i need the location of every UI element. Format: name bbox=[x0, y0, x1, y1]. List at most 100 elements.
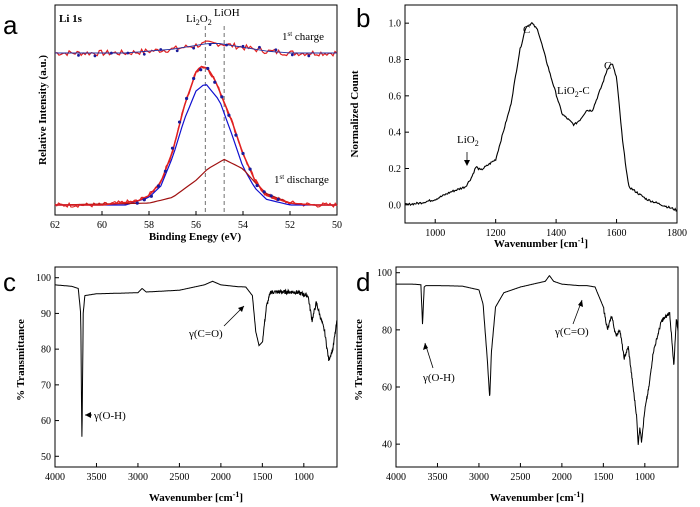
charge-data-point bbox=[110, 51, 113, 55]
panel-a-xtick-label: 62 bbox=[50, 220, 60, 231]
panel-d-co-label: γ(C=O) bbox=[554, 326, 589, 338]
panel-b-ytick-label: 0.2 bbox=[389, 164, 402, 175]
panel-c-ytick-label: 100 bbox=[36, 273, 51, 284]
lio2-label: LiO2 bbox=[457, 134, 479, 148]
panel-c-xtick-label: 1000 bbox=[294, 472, 314, 483]
panel-d-ytick-label: 100 bbox=[377, 268, 392, 279]
panel-d-xtick-label: 2000 bbox=[552, 472, 572, 483]
raman-line bbox=[404, 21, 678, 213]
discharge-data-point bbox=[227, 113, 231, 117]
panel-d-xtick-label: 3500 bbox=[427, 472, 447, 483]
peak-c-label-2: C bbox=[604, 60, 611, 72]
panel-a-xtick-label: 58 bbox=[144, 220, 154, 231]
charge-data-line bbox=[54, 40, 338, 57]
panel-b: C C LiO2-C LiO2 Wavenumber [cm-1] Normal… bbox=[349, 4, 678, 250]
panel-b-xtick-label: 1400 bbox=[546, 228, 566, 239]
discharge-data-line bbox=[54, 65, 338, 208]
discharge-data-point bbox=[269, 194, 273, 198]
discharge-data-point bbox=[142, 198, 146, 202]
panel-c-xlabel: Wavenumber [cm-1] bbox=[149, 490, 243, 504]
discharge-data-point bbox=[255, 183, 259, 188]
panel-b-xtick-label: 1200 bbox=[486, 228, 506, 239]
charge-data-point bbox=[241, 44, 245, 48]
discharge-label: 1st discharge bbox=[274, 173, 329, 186]
charge-data-point bbox=[159, 48, 163, 51]
panel-d-frame bbox=[395, 266, 679, 468]
panel-b-ytick-label: 1.0 bbox=[389, 19, 402, 30]
panel-a-xtick-label: 60 bbox=[97, 220, 107, 231]
charge-data-point bbox=[142, 52, 146, 56]
panel-a-xtick-label: 56 bbox=[191, 220, 201, 231]
panel-letter-c: c bbox=[3, 267, 16, 297]
discharge-data-point bbox=[248, 167, 252, 171]
panel-a-xlabel: Binding Enegy (eV) bbox=[149, 231, 242, 243]
panel-d-co-arrowhead bbox=[578, 300, 583, 307]
panel-c-xtick-label: 1500 bbox=[252, 472, 272, 483]
panel-d-xlabel: Wavenumber [cm-1] bbox=[490, 490, 584, 504]
panel-letter-d: d bbox=[356, 267, 370, 297]
charge-data-point bbox=[208, 43, 212, 47]
panel-c-co-label: γ(C=O) bbox=[188, 328, 223, 340]
lio2c-label: LiO2-C bbox=[557, 85, 590, 99]
panel-b-xlabel: Wavenumber [cm-1] bbox=[494, 236, 588, 250]
panel-d-ytick-label: 40 bbox=[382, 440, 392, 451]
panel-c-ytick-label: 90 bbox=[41, 309, 51, 320]
panel-d-oh-arrowhead bbox=[423, 343, 428, 350]
panel-letter-b: b bbox=[356, 3, 370, 33]
panel-c: γ(C=O) γ(O-H) Wavenumber [cm-1] % Transm… bbox=[15, 266, 338, 504]
discharge-data-point bbox=[149, 194, 153, 198]
panel-c-ytick-label: 50 bbox=[41, 452, 51, 463]
panel-d-ytick-label: 80 bbox=[382, 325, 392, 336]
panel-a-xtick-label: 52 bbox=[285, 220, 295, 231]
discharge-data-point bbox=[177, 120, 182, 124]
panel-a-tag: Li 1s bbox=[59, 13, 83, 25]
lio2-arrowhead bbox=[464, 160, 470, 166]
discharge-data-point bbox=[262, 190, 266, 194]
charge-data-point bbox=[93, 54, 97, 58]
panel-a-xtick-label: 50 bbox=[332, 220, 342, 231]
panel-a-xtick-label: 54 bbox=[238, 220, 248, 231]
charge-fit-line bbox=[55, 43, 337, 54]
discharge-data-point bbox=[185, 96, 189, 101]
panel-d-xtick-label: 3000 bbox=[469, 472, 489, 483]
discharge-data-point bbox=[234, 133, 238, 137]
panel-d-xtick-label: 1000 bbox=[635, 472, 655, 483]
charge-data-point bbox=[274, 48, 278, 52]
panel-c-xtick-label: 4000 bbox=[45, 472, 65, 483]
discharge-data-point bbox=[199, 68, 203, 72]
charge-data-point bbox=[77, 53, 80, 57]
panel-b-ytick-label: 0.6 bbox=[389, 91, 402, 102]
panel-b-xtick-label: 1600 bbox=[607, 228, 627, 239]
panel-b-ytick-label: 0.0 bbox=[389, 200, 402, 211]
li2o2-label: Li2O2 bbox=[186, 13, 212, 27]
charge-data-point bbox=[126, 51, 130, 55]
panel-b-ytick-label: 0.8 bbox=[389, 55, 402, 66]
panel-c-ytick-label: 60 bbox=[41, 416, 51, 427]
panel-d-ytick-label: 60 bbox=[382, 383, 392, 394]
panel-b-ylabel: Normalized Count bbox=[349, 70, 361, 157]
panel-a: Li 1s Li2O2 LiOH 1st charge 1st discharg… bbox=[37, 4, 338, 243]
panel-c-oh-label: γ(O-H) bbox=[93, 410, 126, 422]
discharge-data-point bbox=[192, 76, 196, 81]
discharge-data-point bbox=[170, 146, 175, 150]
panel-c-ytick-label: 70 bbox=[41, 380, 51, 391]
li2o2-component-line bbox=[55, 84, 337, 206]
discharge-data-point bbox=[163, 169, 168, 173]
panel-d-ylabel: % Transmittance bbox=[353, 319, 365, 401]
panel-c-xtick-label: 3500 bbox=[86, 472, 106, 483]
panel-c-xtick-label: 2500 bbox=[169, 472, 189, 483]
charge-data-point bbox=[258, 45, 261, 49]
charge-data-point bbox=[225, 43, 228, 47]
charge-data-point bbox=[290, 53, 294, 57]
panel-d-xtick-label: 2500 bbox=[510, 472, 530, 483]
panel-a-ylabel: Relative Intensity (a.u.) bbox=[37, 55, 49, 165]
panel-b-frame bbox=[404, 4, 678, 224]
discharge-data-point bbox=[213, 80, 217, 84]
panel-d-oh-label: γ(O-H) bbox=[422, 372, 455, 384]
discharge-data-point bbox=[220, 95, 224, 99]
panel-b-xtick-label: 1800 bbox=[667, 228, 687, 239]
panel-letter-a: a bbox=[3, 10, 18, 40]
charge-data-point bbox=[175, 49, 179, 53]
discharge-data-point bbox=[135, 201, 139, 205]
